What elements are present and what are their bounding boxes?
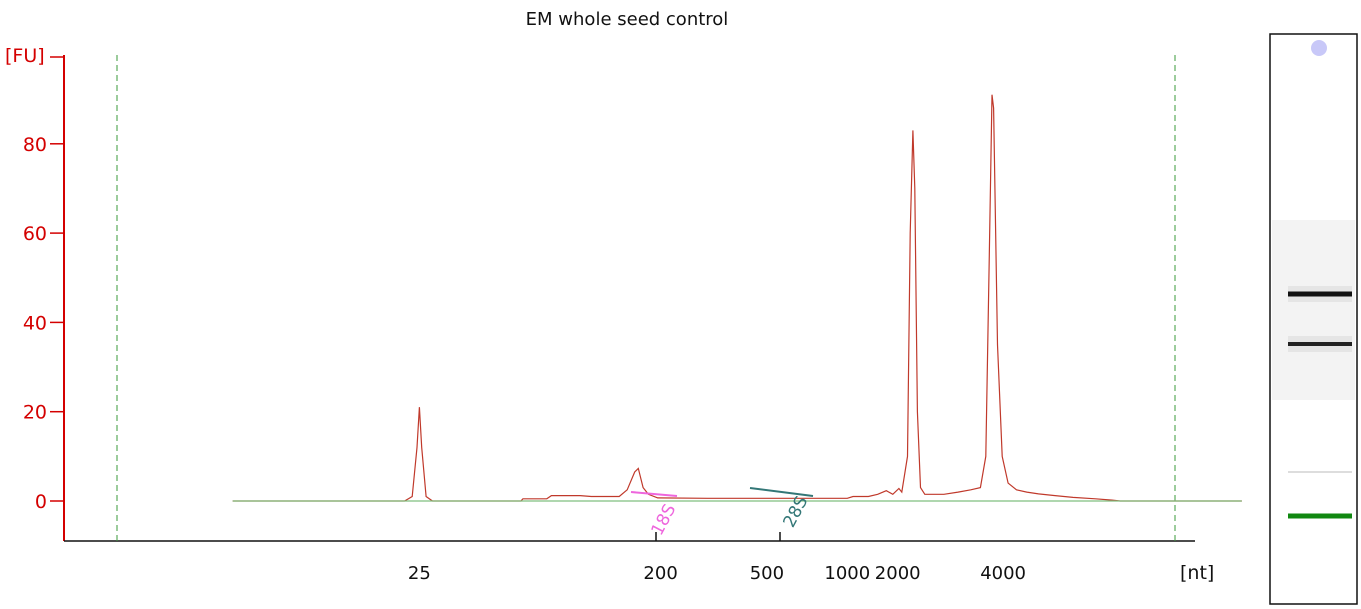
y-tick-label: 0 — [35, 491, 47, 513]
gel-band — [1288, 342, 1352, 346]
x-tick-label: 200 — [643, 563, 677, 584]
y-tick-label: 60 — [23, 223, 47, 245]
gel-band — [1288, 291, 1352, 297]
x-tick-label: 500 — [750, 563, 784, 584]
x-axis-label: [nt] — [1180, 562, 1214, 584]
gel-band — [1288, 513, 1352, 519]
y-tick-label: 80 — [23, 134, 47, 156]
y-tick-label: 20 — [23, 402, 47, 424]
signal-trace — [232, 94, 1242, 502]
gel-haze — [1272, 220, 1355, 400]
y-tick-label: 40 — [23, 312, 47, 334]
chart-title: EM whole seed control — [526, 9, 729, 30]
peak-label: 18S — [648, 501, 681, 539]
x-tick-label: 25 — [408, 563, 431, 584]
x-tick-label: 1000 — [824, 563, 870, 584]
peak-baseline — [749, 487, 814, 497]
peak-baseline — [630, 491, 678, 497]
y-axis-label: [FU] — [5, 45, 45, 67]
x-tick-label: 2000 — [875, 563, 921, 584]
gel-band — [1288, 471, 1352, 473]
gel-marker-dot — [1311, 40, 1327, 56]
x-tick-label: 4000 — [980, 563, 1026, 584]
